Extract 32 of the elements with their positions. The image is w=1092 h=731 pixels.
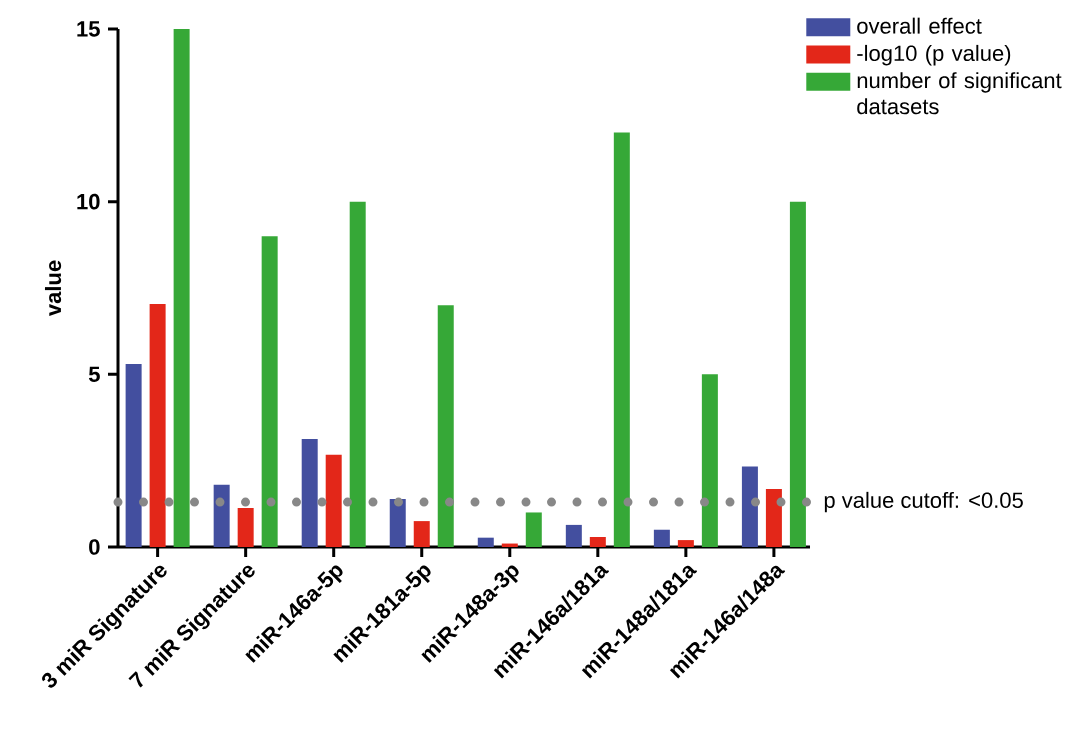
y-tick-label: 10	[77, 193, 100, 210]
bar	[261, 236, 278, 547]
legend-label: -log10 (p value)	[857, 44, 1011, 66]
y-tick-label: 0	[89, 539, 100, 555]
bar	[613, 132, 630, 547]
bar	[413, 521, 430, 547]
ref-line-label: p value cutoff: <0.05	[824, 491, 1023, 513]
y-tick-label: 15	[77, 21, 100, 37]
bar	[589, 536, 606, 547]
y-tick-label: 5	[88, 366, 100, 383]
bar	[789, 201, 806, 547]
bar	[653, 529, 670, 547]
bar	[741, 466, 758, 547]
bar	[325, 454, 342, 547]
legend-label: overall effect	[857, 17, 982, 34]
bar	[477, 537, 494, 547]
bar	[765, 488, 782, 547]
bar	[213, 484, 230, 547]
bar	[525, 512, 542, 547]
bar	[565, 524, 582, 547]
bar	[301, 438, 318, 547]
bar	[677, 540, 694, 547]
bar	[701, 374, 718, 547]
bar	[149, 303, 166, 547]
bar	[389, 499, 406, 547]
bar	[237, 507, 254, 547]
bar	[125, 363, 142, 547]
bar	[349, 201, 366, 547]
bar	[437, 305, 454, 547]
bar	[173, 29, 190, 547]
legend-label: number of significant datasets	[857, 72, 1062, 115]
y-axis-title: value	[44, 260, 62, 317]
